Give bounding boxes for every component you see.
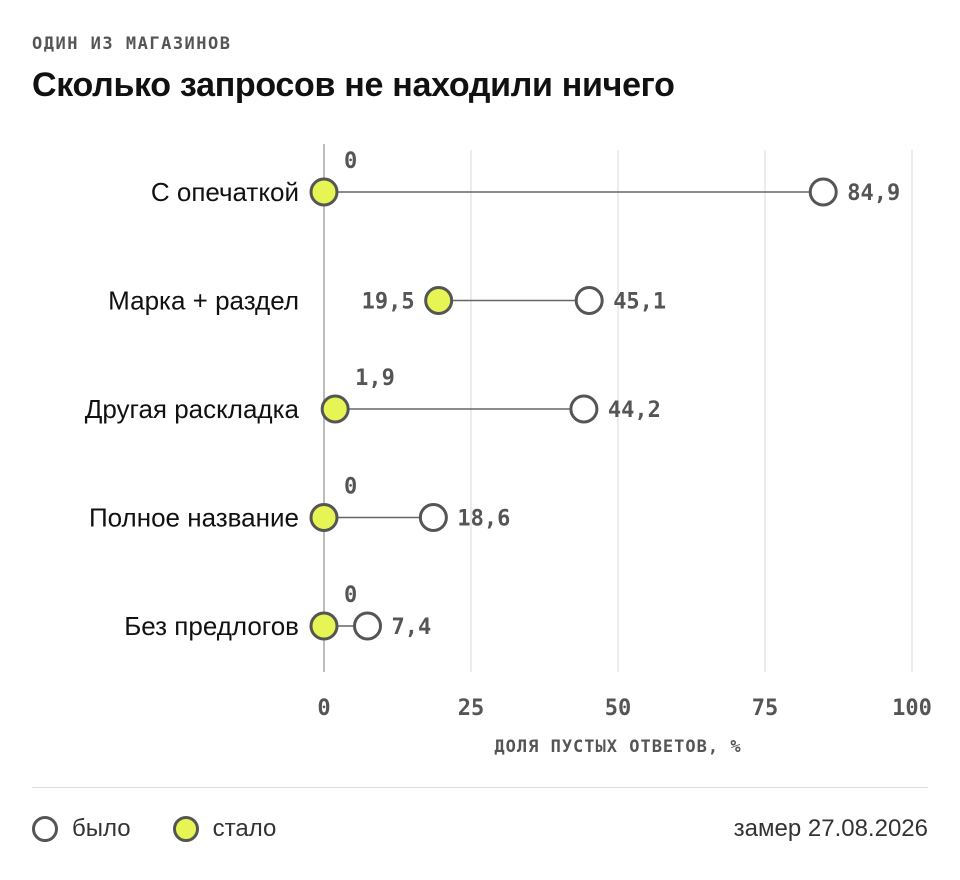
marker-before-0 [808, 177, 838, 207]
value-label-before-0: 84,9 [847, 181, 900, 206]
category-label-1: Марка + раздел [108, 286, 299, 316]
category-label-2: Другая раскладка [85, 394, 300, 424]
marker-after-2 [320, 394, 350, 424]
x-tick-label-50: 50 [605, 696, 632, 721]
chart-kicker: ОДИН ИЗ МАГАЗИНОВ [32, 34, 232, 54]
marker-before-4 [353, 611, 383, 641]
legend-before-label: было [72, 815, 131, 842]
legend: было стало [32, 812, 318, 846]
legend-after-swatch-icon [172, 816, 199, 842]
marker-after-3 [309, 503, 339, 532]
measurement-date: замер 27.08.2026 [733, 815, 928, 842]
legend-before-swatch-icon [32, 816, 58, 842]
chart-title: Сколько запросов не находили ничего [32, 66, 675, 104]
value-label-before-3: 18,6 [457, 507, 510, 532]
x-tick-label-100: 100 [892, 696, 932, 721]
marker-before-2 [569, 394, 599, 424]
value-label-after-4: 0 [344, 583, 357, 608]
x-axis-label: ДОЛЯ ПУСТЫХ ОТВЕТОВ, % [494, 737, 741, 757]
value-label-before-4: 7,4 [392, 615, 432, 640]
marker-before-3 [418, 503, 448, 532]
category-label-3: Полное название [89, 503, 299, 533]
footer-divider [32, 787, 928, 788]
value-label-before-2: 44,2 [608, 398, 661, 423]
marker-after-1 [424, 286, 454, 315]
value-label-before-1: 45,1 [613, 290, 666, 315]
value-label-after-3: 0 [344, 475, 357, 500]
x-tick-label-0: 0 [317, 696, 330, 721]
value-label-after-0: 0 [344, 149, 357, 174]
legend-item-after: стало [172, 815, 277, 843]
x-tick-label-25: 25 [458, 696, 485, 721]
category-label-4: Без предлогов [124, 611, 299, 641]
category-label-0: С опечаткой [151, 177, 299, 207]
dumbbell-chart: 0 25 50 75 100 ДОЛЯ ПУСТЫХ ОТВЕТОВ, % С опечат… [85, 144, 932, 757]
value-label-after-1: 19,5 [362, 290, 415, 315]
x-tick-label-75: 75 [752, 696, 779, 721]
legend-item-before: было [32, 815, 131, 843]
legend-after-label: стало [212, 815, 277, 842]
marker-after-4 [309, 611, 339, 641]
value-label-after-2: 1,9 [355, 366, 395, 391]
marker-before-1 [574, 286, 604, 315]
marker-after-0 [309, 177, 339, 207]
